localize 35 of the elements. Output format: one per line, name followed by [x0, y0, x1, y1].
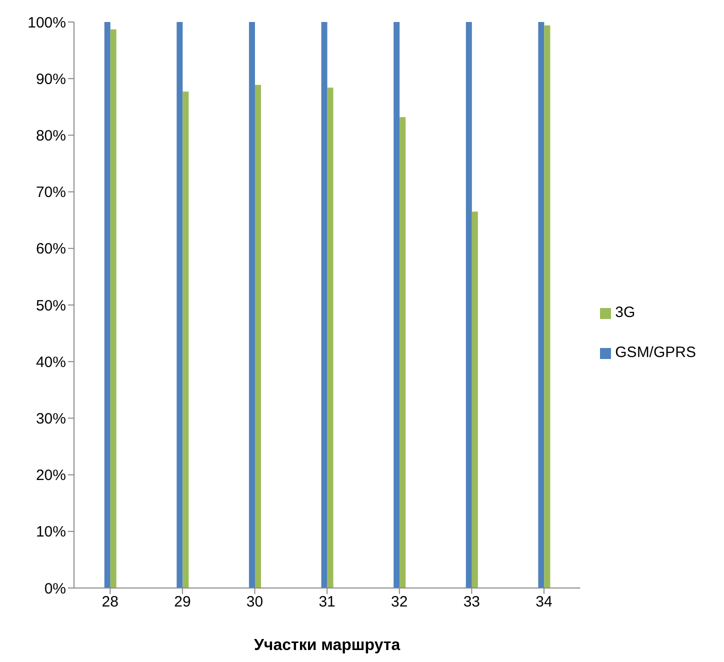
- x-axis-title: Участки маршрута: [254, 637, 400, 654]
- y-tick-label: 70%: [36, 184, 66, 202]
- x-tick-label: 31: [318, 594, 336, 611]
- legend-label: 3G: [615, 304, 636, 321]
- x-tick-label: 30: [246, 594, 264, 611]
- y-tick-label: 100%: [28, 14, 66, 32]
- y-tick-label: 30%: [36, 410, 66, 428]
- y-tick-label: 90%: [36, 70, 66, 88]
- bar: [104, 22, 110, 588]
- bar: [400, 117, 406, 588]
- x-tick-label: 34: [536, 594, 552, 611]
- y-tick-label: 50%: [36, 297, 66, 314]
- bar: [544, 25, 550, 588]
- y-tick-label: 0%: [44, 580, 66, 598]
- bar: [176, 22, 183, 588]
- x-tick-label: 33: [463, 594, 480, 611]
- bar: [182, 92, 189, 588]
- bar: [538, 22, 544, 588]
- x-tick-label: 28: [102, 594, 118, 611]
- bar: [472, 212, 478, 588]
- legend-label: GSM/GPRS: [615, 344, 696, 361]
- bar: [248, 22, 255, 588]
- y-tick-label: 60%: [36, 240, 66, 258]
- bar: [394, 22, 400, 588]
- x-tick-label: 29: [174, 594, 191, 611]
- y-tick-label: 20%: [36, 467, 66, 484]
- bar: [327, 88, 334, 588]
- x-tick-label: 32: [391, 594, 408, 611]
- y-tick-label: 40%: [36, 354, 66, 371]
- y-tick-label: 10%: [36, 524, 66, 541]
- bar: [466, 22, 472, 588]
- bar: [110, 29, 116, 588]
- bar: [254, 84, 261, 588]
- y-tick-label: 80%: [36, 128, 66, 145]
- bar: [321, 22, 328, 588]
